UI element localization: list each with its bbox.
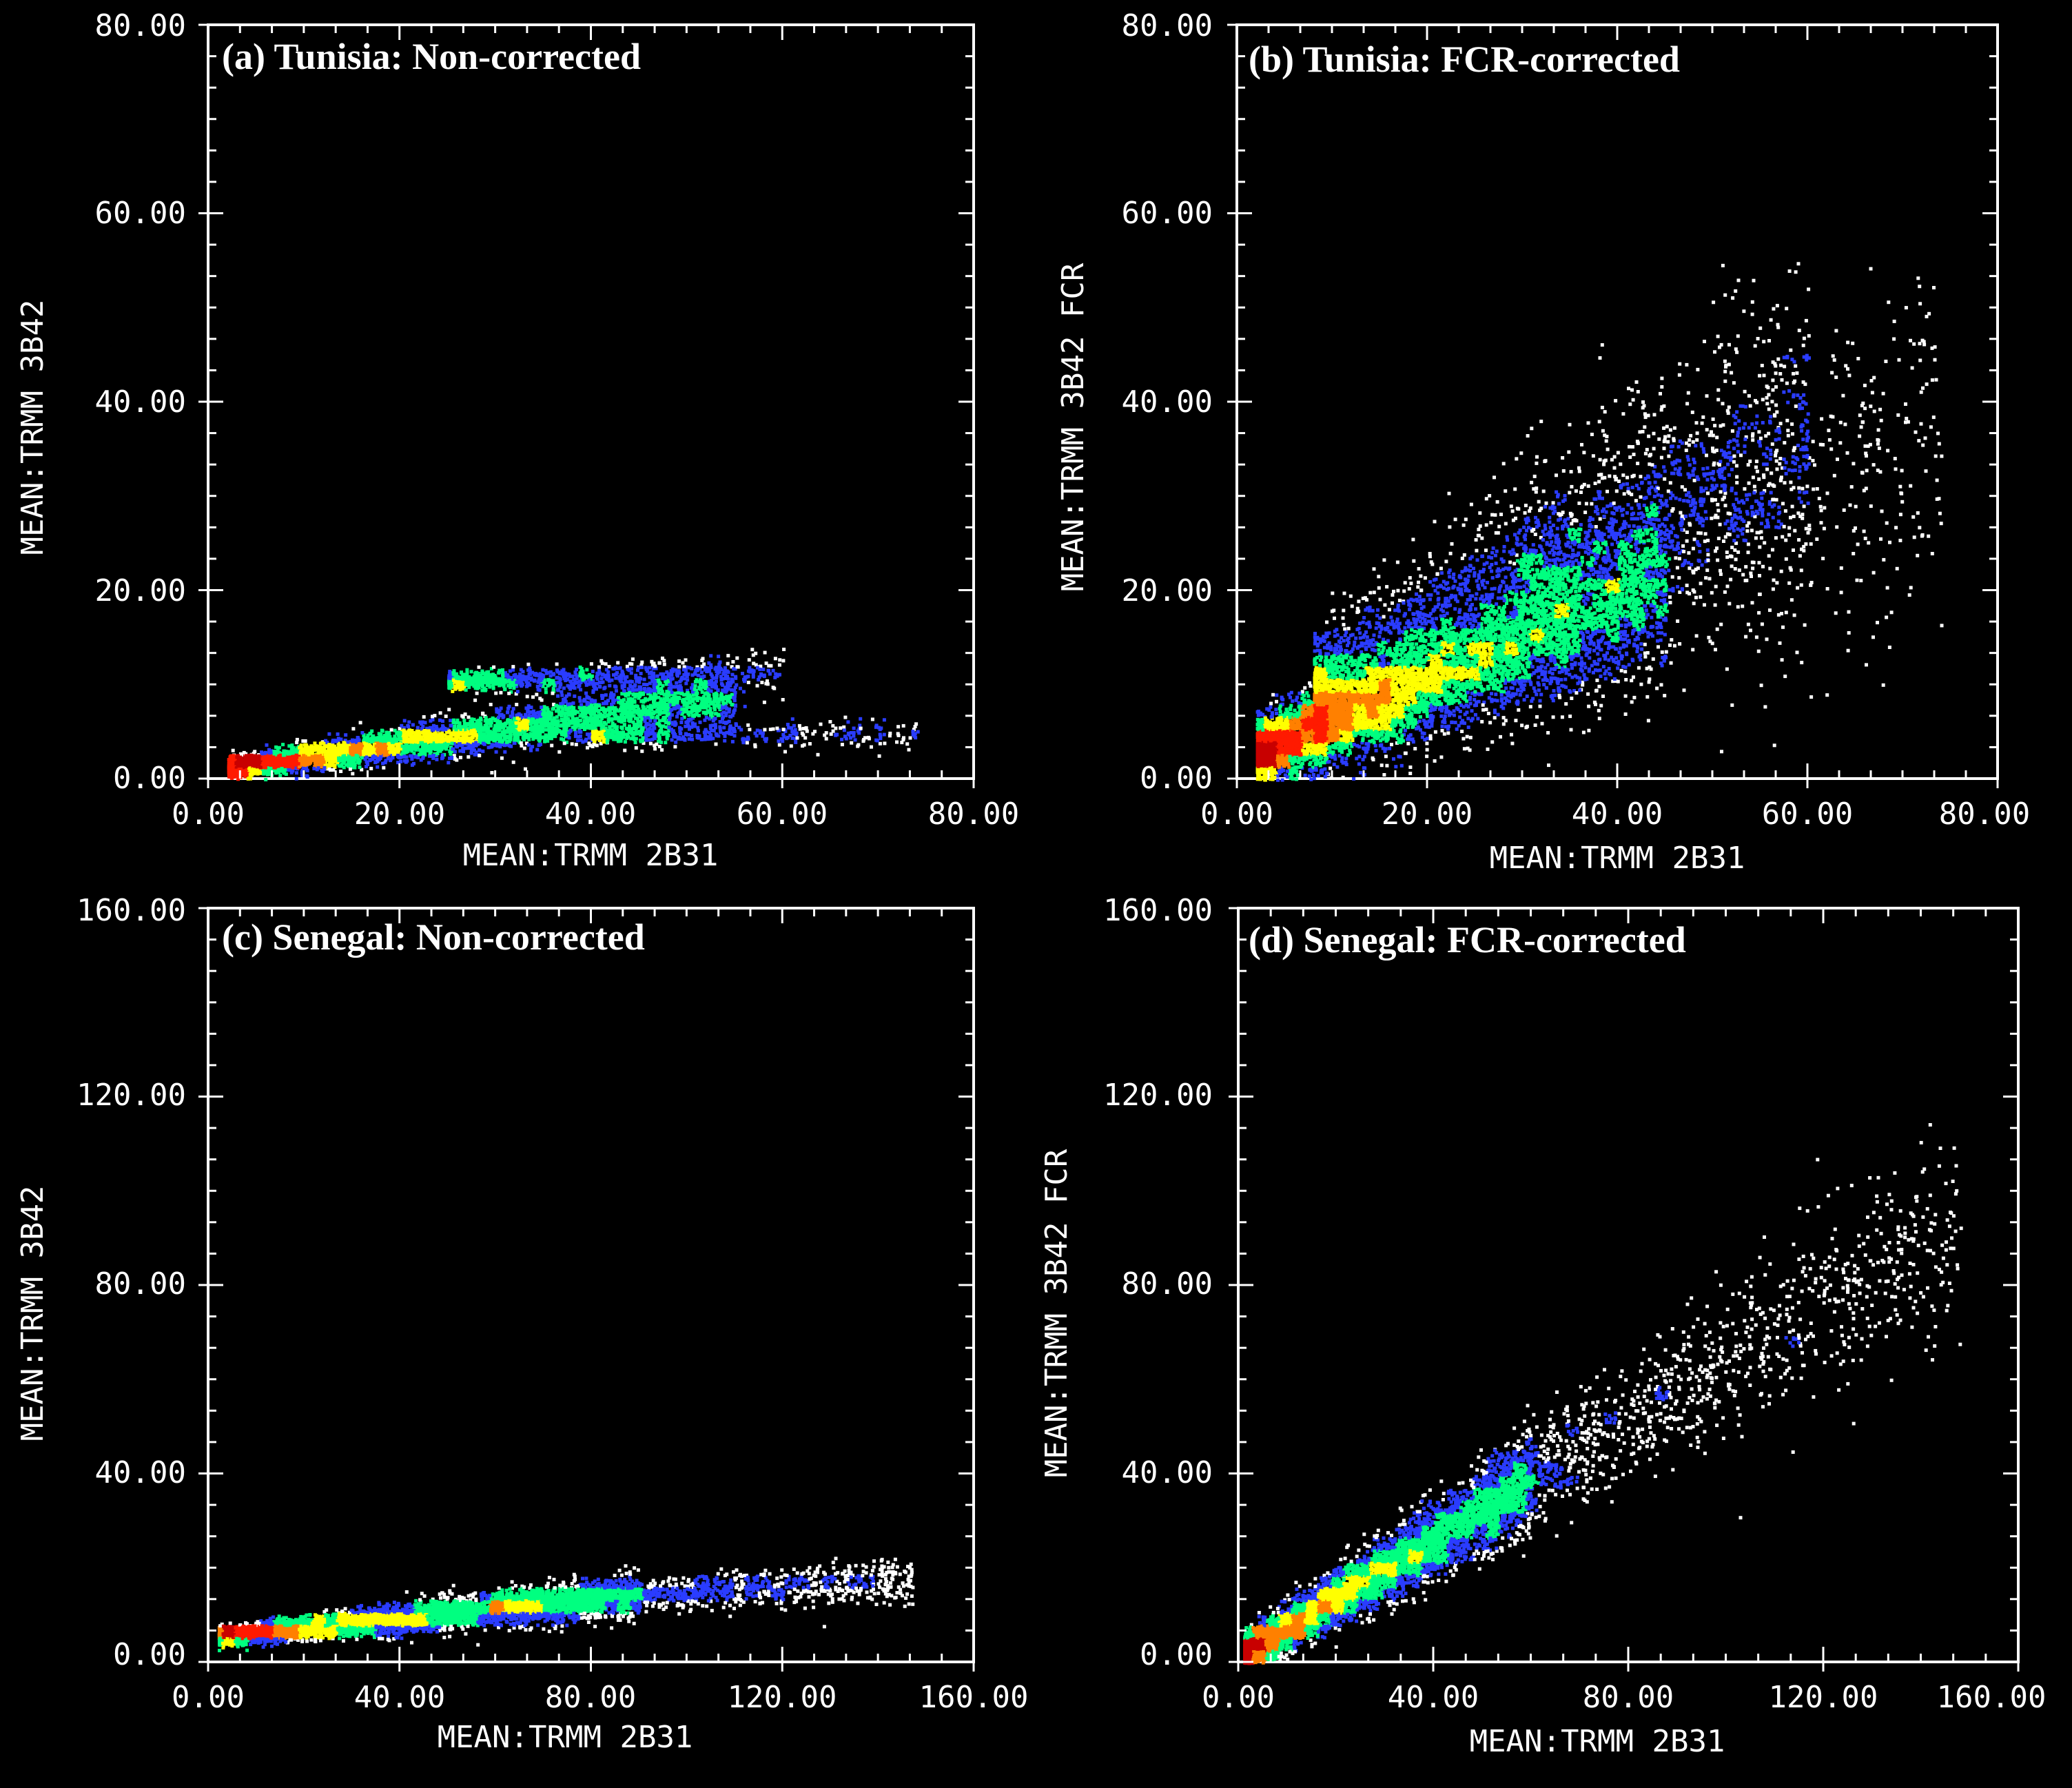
scatter-point bbox=[466, 755, 470, 759]
scatter-point bbox=[376, 765, 379, 769]
scatter-point bbox=[435, 758, 438, 761]
scatter-point bbox=[677, 691, 680, 695]
scatter-point bbox=[571, 742, 574, 746]
scatter-point bbox=[457, 725, 460, 728]
scatter-point bbox=[640, 750, 644, 753]
scatter-point bbox=[295, 771, 298, 774]
scatter-point bbox=[575, 743, 578, 746]
scatter-point bbox=[490, 771, 493, 774]
scatter-point bbox=[455, 759, 458, 762]
scatter-point bbox=[557, 750, 561, 754]
scatter-point bbox=[512, 707, 515, 710]
scatter-point bbox=[441, 719, 444, 723]
scatter-point bbox=[351, 772, 354, 775]
scatter-point bbox=[708, 717, 711, 721]
scatter-point bbox=[679, 721, 683, 724]
scatter-point bbox=[382, 766, 385, 770]
scatter-point bbox=[551, 708, 555, 711]
scatter-point bbox=[481, 750, 484, 753]
scatter-point bbox=[579, 699, 582, 703]
figure: (a) Tunisia: Non-corrected MEAN:TRMM 2B3… bbox=[0, 0, 2072, 1788]
scatter-point bbox=[524, 768, 527, 771]
scatter-point bbox=[336, 732, 340, 736]
scatter-point bbox=[265, 743, 269, 747]
scatter-point bbox=[447, 708, 451, 711]
scatter-point bbox=[439, 711, 442, 715]
scatter-point bbox=[410, 754, 413, 758]
scatter-point bbox=[500, 757, 504, 760]
scatter-point bbox=[627, 687, 630, 690]
scatter-point bbox=[410, 757, 413, 761]
figure-background bbox=[0, 0, 2072, 1788]
scatter-point bbox=[690, 738, 694, 741]
scatter-point bbox=[232, 749, 235, 752]
scatter-point bbox=[506, 707, 510, 710]
scatter-point bbox=[444, 715, 448, 718]
scatter-point bbox=[422, 715, 426, 719]
scatter-point bbox=[675, 715, 679, 719]
scatter-point bbox=[380, 729, 384, 732]
scatter-point bbox=[327, 732, 331, 736]
scatter-point bbox=[515, 703, 518, 706]
scatter-point bbox=[729, 715, 732, 719]
scatter-point bbox=[411, 723, 415, 727]
